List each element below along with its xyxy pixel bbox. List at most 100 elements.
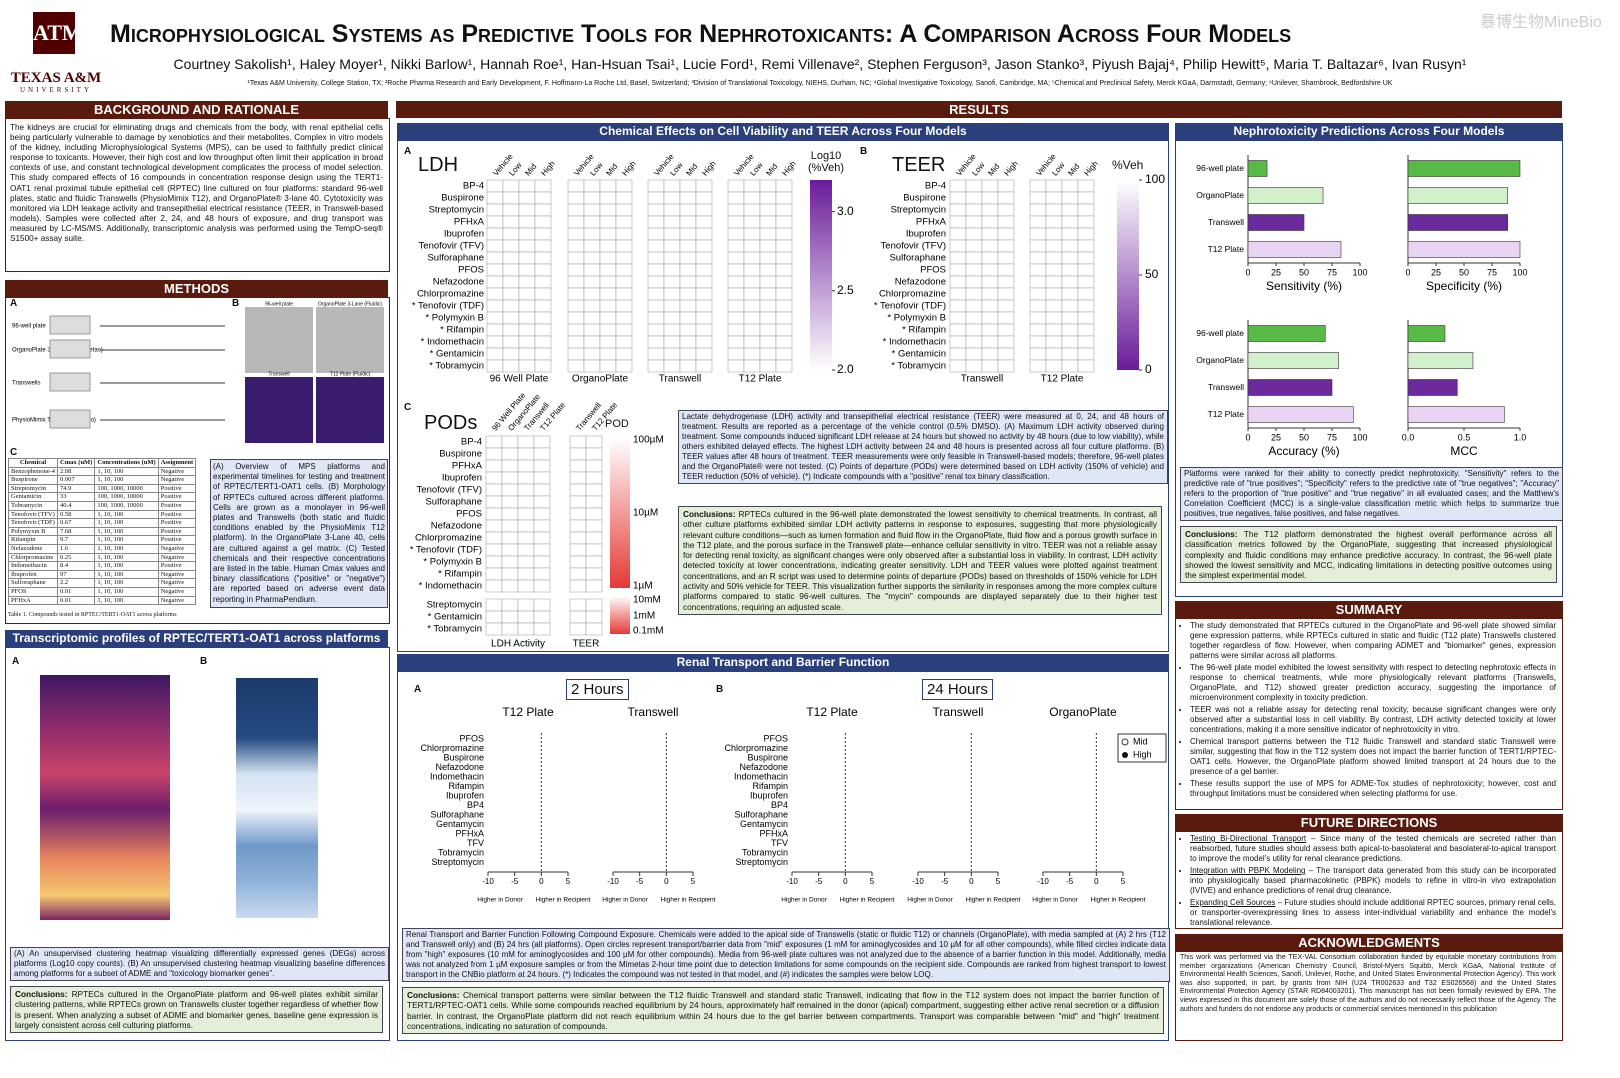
row-label: * Tobramycin	[429, 361, 484, 372]
heat-cell	[981, 335, 999, 349]
heat-cell	[679, 227, 697, 241]
heat-cell	[727, 239, 745, 253]
heat-cell	[1029, 299, 1047, 313]
heat-cell	[759, 191, 777, 205]
heat-cell	[965, 359, 983, 373]
heat-cell	[501, 471, 519, 485]
row-label: * Tenofovir (TDF)	[874, 301, 946, 312]
heat-cell	[647, 323, 665, 337]
heat-cell	[517, 622, 535, 636]
heat-cell	[517, 483, 535, 497]
heat-cell	[486, 263, 504, 277]
heat-cell	[727, 191, 745, 205]
heat-cell	[1077, 239, 1095, 253]
row-label: * Tobramycin	[427, 624, 482, 635]
heat-cell	[486, 275, 504, 289]
tick-label: 0	[539, 877, 544, 886]
heat-cell	[502, 179, 520, 193]
bar	[1247, 214, 1305, 231]
heat-cell	[518, 203, 536, 217]
heat-cell	[775, 251, 793, 265]
row-label: Buspirone	[903, 193, 946, 204]
heat-cell	[679, 251, 697, 265]
heat-cell	[647, 287, 665, 301]
heat-cell	[501, 519, 519, 533]
image-label: T12 Plate (Fluidic)	[330, 371, 371, 377]
heat-cell	[965, 287, 983, 301]
bar	[1247, 352, 1340, 369]
heat-cell	[485, 483, 503, 497]
heat-cell	[663, 203, 681, 217]
heat-cell	[647, 215, 665, 229]
scale-tick-label: 100	[1145, 172, 1165, 186]
heat-cell	[569, 598, 587, 612]
heat-cell	[517, 507, 535, 521]
category-label: OrganoPlate	[1196, 355, 1244, 365]
scale-title: POD	[605, 418, 629, 430]
section-heading: Transcriptomic profiles of RPTEC/TERT1-O…	[5, 630, 388, 647]
heat-cell	[1029, 287, 1047, 301]
panel-label: A	[12, 656, 20, 667]
panel-label: C	[10, 447, 18, 458]
heat-cell	[743, 191, 761, 205]
table-cell: Negative	[157, 595, 197, 606]
heat-cell	[518, 215, 536, 229]
heat-cell	[518, 179, 536, 193]
heat-cell	[583, 263, 601, 277]
heat-cell	[775, 323, 793, 337]
heat-cell	[485, 555, 503, 569]
row-label: Nefazodone	[431, 521, 482, 532]
panel-label: A	[404, 146, 412, 157]
heat-cell	[501, 459, 519, 473]
heat-cell	[485, 495, 503, 509]
heat-cell	[1045, 239, 1063, 253]
heat-cell	[501, 579, 519, 593]
heat-cell	[534, 311, 552, 325]
future-title: Testing Bi-Directional Transport	[1190, 834, 1307, 843]
axis-title: Specificity (%)	[1426, 279, 1502, 293]
heat-cell	[1029, 335, 1047, 349]
heat-cell	[485, 447, 503, 461]
heat-cell	[949, 227, 967, 241]
heat-cell	[615, 275, 633, 289]
heat-cell	[949, 179, 967, 193]
heat-cell	[981, 275, 999, 289]
scale-tick-label: 2.0	[837, 362, 854, 376]
heat-cell	[534, 215, 552, 229]
heat-cell	[695, 359, 713, 373]
heat-cell	[997, 323, 1015, 337]
heat-cell	[679, 359, 697, 373]
future-list-wrap: Testing Bi-Directional Transport – Since…	[1180, 834, 1556, 930]
axis-title: MCC	[1450, 444, 1478, 458]
axis-label: Higher in Donor	[477, 897, 523, 904]
heat-cell	[567, 263, 585, 277]
conclusions: Conclusions: Chemical transport patterns…	[402, 987, 1164, 1035]
tick-label: -5	[815, 877, 823, 886]
heat-cell	[517, 459, 535, 473]
heatmap-image	[40, 675, 170, 920]
heat-cell	[518, 251, 536, 265]
heat-cell	[486, 251, 504, 265]
row-label: * Polymyxin B	[887, 313, 946, 324]
heat-cell	[1061, 299, 1079, 313]
authors: Courtney Sakolish¹, Haley Moyer¹, Nikki …	[173, 56, 1467, 72]
row-label: BP-4	[463, 181, 484, 192]
heat-cell	[585, 471, 603, 485]
heat-cell	[663, 227, 681, 241]
heat-cell	[502, 347, 520, 361]
heat-cell	[663, 287, 681, 301]
row-label: Nefazodone	[739, 762, 788, 772]
heat-cell	[759, 299, 777, 313]
platform-label: Transwells	[12, 381, 40, 387]
row-label: Sulforaphane	[425, 497, 482, 508]
heat-cell	[981, 323, 999, 337]
watermark: 暴博生物MineBio	[1480, 14, 1602, 31]
column-label: High	[700, 159, 717, 177]
chem-table: Chemical Cmax (uM) Concentrations (uM) Assi…	[7, 458, 197, 606]
logo-text: TEXAS A&M	[10, 70, 102, 86]
heatmap-image	[236, 678, 318, 918]
tick-label: 5	[566, 877, 571, 886]
tick-label: 75	[1327, 432, 1337, 442]
heat-cell	[1077, 263, 1095, 277]
heat-cell	[775, 359, 793, 373]
